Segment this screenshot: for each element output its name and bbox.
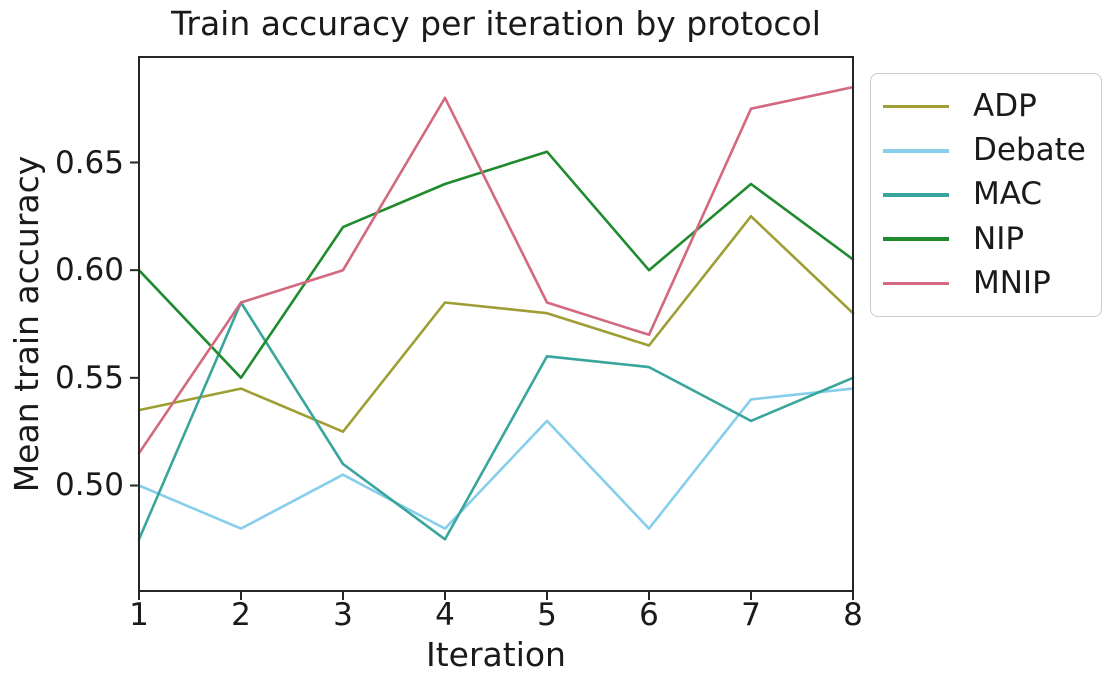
x-axis-label: Iteration (426, 635, 566, 674)
x-tick-label: 5 (537, 597, 557, 633)
legend-item-nip: NIP (883, 220, 1089, 257)
line-mnip (137, 85, 855, 455)
axes-frame (138, 56, 854, 592)
x-tick-label: 6 (639, 597, 659, 633)
x-tick-label: 4 (435, 597, 455, 633)
legend-item-mac: MAC (883, 179, 1089, 210)
y-axis-label: Mean train accuracy (6, 155, 46, 493)
legend-item-debate: Debate (883, 135, 1089, 166)
line-nip (137, 150, 855, 380)
x-tick-label: 2 (231, 597, 251, 633)
legend-swatch-mac (883, 193, 949, 197)
line-debate (137, 387, 855, 530)
y-tick-label: 0.55 (54, 359, 124, 396)
legend-label-mac: MAC (973, 176, 1043, 213)
legend: ADP Debate MAC NIP MNIP (870, 73, 1102, 317)
legend-label-adp: ADP (973, 88, 1037, 125)
x-tick-label: 3 (333, 597, 353, 633)
legend-swatch-mnip (883, 281, 949, 286)
legend-item-mnip: MNIP (883, 264, 1089, 301)
x-tick-label: 1 (129, 597, 149, 633)
line-adp (137, 215, 855, 434)
line-mac (137, 301, 855, 541)
legend-swatch-debate (883, 149, 949, 153)
y-tick-label: 0.50 (54, 467, 124, 504)
legend-label-mnip: MNIP (973, 264, 1051, 301)
legend-swatch-adp (883, 104, 949, 109)
x-tick-label: 8 (843, 597, 863, 633)
legend-label-debate: Debate (973, 132, 1086, 169)
y-tick-label: 0.65 (54, 144, 124, 181)
x-tick-label: 7 (741, 597, 761, 633)
chart-title: Train accuracy per iteration by protocol (171, 4, 821, 43)
legend-label-nip: NIP (973, 220, 1025, 257)
y-tick-label: 0.60 (54, 252, 124, 289)
legend-swatch-nip (883, 237, 949, 241)
legend-item-adp: ADP (883, 91, 1089, 122)
